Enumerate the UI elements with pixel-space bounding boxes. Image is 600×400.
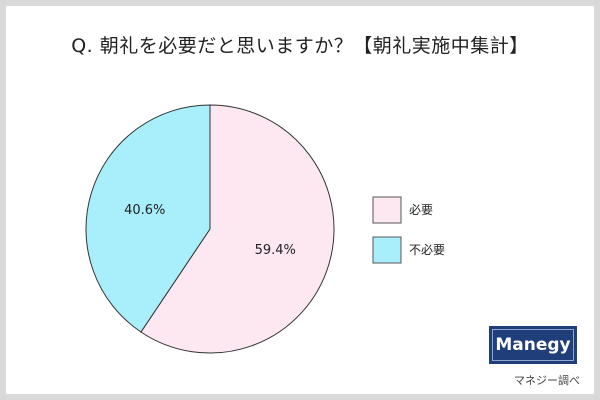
source-note: マネジー調べ	[514, 374, 580, 387]
slice-value-label: 40.6%	[124, 203, 165, 218]
brand-name: Manegy	[492, 329, 574, 361]
legend-label: 必要	[409, 203, 433, 217]
brand-logo: Manegy	[489, 326, 577, 364]
pie-slices	[85, 104, 335, 354]
chart-title: Q. 朝礼を必要だと思いますか？【朝礼実施中集計】	[71, 35, 529, 57]
pie-slice-hitsuyou	[140, 104, 335, 354]
legend-swatch	[372, 236, 402, 264]
pie-slice-fuhitsuyou	[85, 104, 211, 333]
legend-label: 不必要	[409, 243, 445, 257]
pie-slice-labels: 59.4% 40.6%	[124, 203, 296, 258]
legend-swatch	[372, 196, 402, 224]
slice-value-label: 59.4%	[255, 243, 296, 258]
